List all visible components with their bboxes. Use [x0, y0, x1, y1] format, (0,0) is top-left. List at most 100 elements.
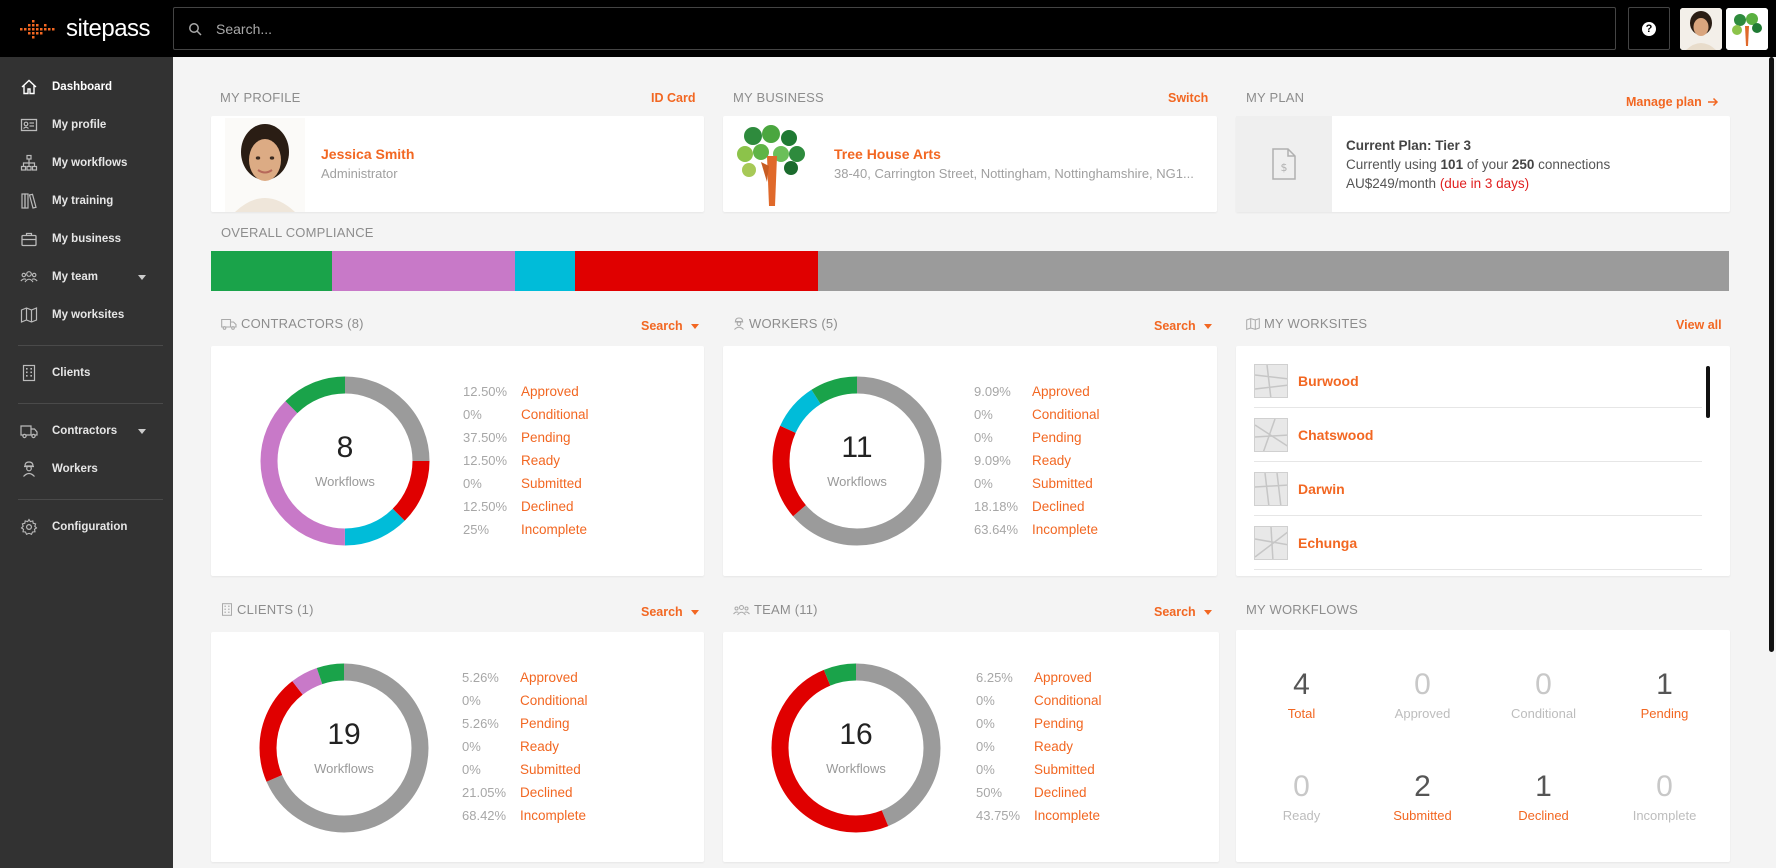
id-card-link[interactable]: ID Card	[651, 91, 696, 105]
clients-legend-row-declined[interactable]: 21.05% Declined	[462, 785, 573, 800]
contractors-legend-row-submitted[interactable]: 0% Submitted	[463, 476, 582, 491]
legend-label[interactable]: Declined	[520, 785, 573, 800]
team-donut-slice-approved[interactable]	[771, 663, 941, 833]
contractors-donut-slice-approved[interactable]	[260, 376, 430, 546]
search-box[interactable]	[173, 7, 1616, 50]
profile-name[interactable]: Jessica Smith	[321, 146, 415, 162]
compliance-segment-incomplete[interactable]	[818, 251, 1729, 291]
clients-donut-slice-approved[interactable]	[259, 663, 429, 833]
legend-label[interactable]: Incomplete	[521, 522, 588, 537]
legend-label[interactable]: Conditional	[520, 693, 588, 708]
sidebar-item-my-team[interactable]: My team	[0, 259, 173, 295]
sidebar-item-my-business[interactable]: My business	[0, 221, 173, 257]
search-input[interactable]	[206, 8, 1606, 49]
compliance-segment-ready[interactable]	[514, 251, 576, 291]
workflow-stat-approved[interactable]: 0 Approved	[1362, 668, 1483, 721]
compliance-bar[interactable]	[211, 251, 1729, 291]
legend-label[interactable]: Ready	[1032, 453, 1072, 468]
view-all-worksites-link[interactable]: View all	[1676, 318, 1722, 332]
contractors-donut-chart[interactable]	[257, 373, 433, 549]
legend-label[interactable]: Incomplete	[1032, 522, 1099, 537]
chevron-down-icon[interactable]	[138, 428, 146, 434]
workflow-stat-conditional[interactable]: 0 Conditional	[1483, 668, 1604, 721]
worksites-scrollbar[interactable]	[1706, 366, 1710, 418]
team-legend-row-pending[interactable]: 0% Pending	[976, 716, 1084, 731]
legend-label[interactable]: Approved	[1032, 384, 1090, 399]
team-legend-row-declined[interactable]: 50% Declined	[976, 785, 1087, 800]
compliance-segment-approved[interactable]	[211, 251, 333, 291]
legend-label[interactable]: Conditional	[521, 407, 589, 422]
contractors-legend-row-declined[interactable]: 12.50% Declined	[463, 499, 574, 514]
legend-label[interactable]: Pending	[520, 716, 570, 731]
manage-plan-link[interactable]: Manage plan	[1626, 95, 1719, 109]
team-legend-row-approved[interactable]: 6.25% Approved	[976, 670, 1092, 685]
sidebar-item-my-worksites[interactable]: My worksites	[0, 297, 173, 333]
team-legend-row-incomplete[interactable]: 43.75% Incomplete	[976, 808, 1100, 823]
sitepass-logo[interactable]: sitepass	[20, 14, 151, 44]
business-avatar[interactable]	[1726, 8, 1768, 50]
team-legend-row-ready[interactable]: 0% Ready	[976, 739, 1073, 754]
workers-legend-row-conditional[interactable]: 0% Conditional	[974, 407, 1100, 422]
contractors-legend-row-ready[interactable]: 12.50% Ready	[463, 453, 560, 468]
clients-legend-row-incomplete[interactable]: 68.42% Incomplete	[462, 808, 586, 823]
workflow-stat-pending[interactable]: 1 Pending	[1604, 668, 1725, 721]
team-donut-slice-declined[interactable]	[771, 663, 941, 833]
workers-legend-row-approved[interactable]: 9.09% Approved	[974, 384, 1090, 399]
clients-legend-row-approved[interactable]: 5.26% Approved	[462, 670, 578, 685]
business-name[interactable]: Tree House Arts	[834, 146, 941, 162]
worksite-item-echunga[interactable]: Echunga	[1254, 516, 1702, 570]
workers-legend-row-incomplete[interactable]: 63.64% Incomplete	[974, 522, 1098, 537]
contractors-donut-slice-ready[interactable]	[260, 376, 430, 546]
switch-business-link[interactable]: Switch	[1168, 91, 1209, 105]
workers-legend-row-submitted[interactable]: 0% Submitted	[974, 476, 1093, 491]
legend-label[interactable]: Approved	[1034, 670, 1092, 685]
legend-label[interactable]: Declined	[1034, 785, 1087, 800]
workers-legend-row-pending[interactable]: 0% Pending	[974, 430, 1082, 445]
clients-legend-row-pending[interactable]: 5.26% Pending	[462, 716, 570, 731]
sidebar-item-clients[interactable]: Clients	[0, 355, 173, 391]
contractors-legend-row-incomplete[interactable]: 25% Incomplete	[463, 522, 587, 537]
team-legend-row-submitted[interactable]: 0% Submitted	[976, 762, 1095, 777]
clients-legend-row-ready[interactable]: 0% Ready	[462, 739, 559, 754]
legend-label[interactable]: Approved	[520, 670, 578, 685]
user-avatar[interactable]	[1680, 8, 1722, 50]
chevron-down-icon[interactable]	[138, 274, 146, 280]
clients-legend-row-conditional[interactable]: 0% Conditional	[462, 693, 588, 708]
workflow-stat-total[interactable]: 4 Total	[1241, 668, 1362, 721]
workflow-stat-declined[interactable]: 1 Declined	[1483, 770, 1604, 823]
sidebar-item-contractors[interactable]: Contractors	[0, 413, 173, 449]
legend-label[interactable]: Ready	[1034, 739, 1074, 754]
workflow-stat-ready[interactable]: 0 Ready	[1241, 770, 1362, 823]
workers-donut-chart[interactable]	[769, 373, 945, 549]
team-legend-row-conditional[interactable]: 0% Conditional	[976, 693, 1102, 708]
legend-label[interactable]: Pending	[521, 430, 571, 445]
team-donut-chart[interactable]	[768, 660, 944, 836]
help-button[interactable]: ?	[1628, 7, 1670, 50]
legend-label[interactable]: Pending	[1034, 716, 1084, 731]
legend-label[interactable]: Ready	[521, 453, 561, 468]
contractors-search-link[interactable]: Search	[641, 319, 699, 333]
compliance-segment-pending[interactable]	[332, 251, 515, 291]
worksite-item-chatswood[interactable]: Chatswood	[1254, 408, 1702, 462]
contractors-legend-row-pending[interactable]: 37.50% Pending	[463, 430, 571, 445]
contractors-legend-row-approved[interactable]: 12.50% Approved	[463, 384, 579, 399]
legend-label[interactable]: Submitted	[1032, 476, 1093, 491]
workers-donut-slice-declined[interactable]	[772, 376, 942, 546]
profile-card[interactable]: Jessica Smith Administrator	[211, 116, 704, 212]
legend-label[interactable]: Declined	[1032, 499, 1085, 514]
workflow-stat-incomplete[interactable]: 0 Incomplete	[1604, 770, 1725, 823]
workers-legend-row-ready[interactable]: 9.09% Ready	[974, 453, 1071, 468]
sidebar-item-my-workflows[interactable]: My workflows	[0, 145, 173, 181]
clients-legend-row-submitted[interactable]: 0% Submitted	[462, 762, 581, 777]
legend-label[interactable]: Pending	[1032, 430, 1082, 445]
sidebar-item-configuration[interactable]: Configuration	[0, 509, 173, 545]
legend-label[interactable]: Ready	[520, 739, 560, 754]
contractors-legend-row-conditional[interactable]: 0% Conditional	[463, 407, 589, 422]
legend-label[interactable]: Declined	[521, 499, 574, 514]
clients-search-link[interactable]: Search	[641, 605, 699, 619]
workers-search-link[interactable]: Search	[1154, 319, 1212, 333]
sidebar-item-my-training[interactable]: My training	[0, 183, 173, 219]
sidebar-item-my-profile[interactable]: My profile	[0, 107, 173, 143]
legend-label[interactable]: Submitted	[520, 762, 581, 777]
worksite-item-darwin[interactable]: Darwin	[1254, 462, 1702, 516]
